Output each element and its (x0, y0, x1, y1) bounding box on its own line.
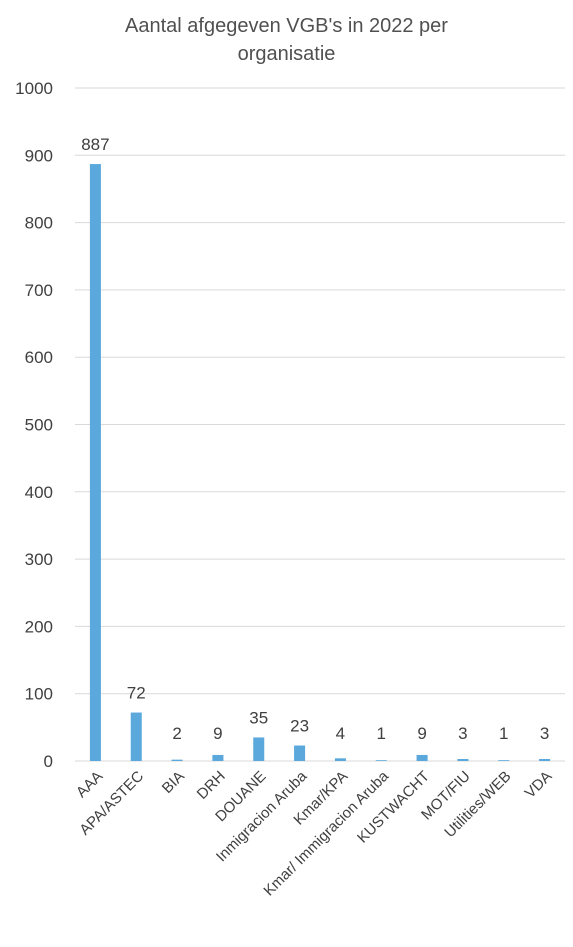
data-label-12: 3 (540, 724, 549, 743)
data-label-1: 887 (81, 135, 109, 154)
gridlines (75, 87, 565, 762)
bar-7 (334, 758, 346, 761)
data-label-10: 3 (458, 724, 467, 743)
data-label-6: 23 (290, 717, 309, 736)
bar-10 (457, 758, 469, 761)
bar-4 (212, 754, 224, 761)
data-label-7: 4 (336, 724, 345, 743)
category-label-12: VDA (522, 768, 556, 802)
y-axis-labels: 0 100 200 300 400 500 600 700 800 900 1000 (15, 79, 53, 771)
bars (89, 164, 551, 761)
bar-5 (253, 737, 265, 761)
category-label-4: DRH (194, 768, 229, 803)
bar-2 (130, 712, 142, 761)
y-tick-label-800: 800 (25, 214, 53, 233)
y-tick-label-300: 300 (25, 550, 53, 569)
chart-title: Aantal afgegeven VGB's in 2022 per organ… (0, 12, 573, 68)
data-labels: 887 72 2 9 35 23 4 1 9 3 1 3 (81, 135, 549, 743)
category-label-3: BIA (159, 768, 188, 797)
bar-11 (498, 760, 510, 761)
chart-title-line-2: organisatie (237, 43, 336, 65)
y-tick-label-400: 400 (25, 483, 53, 502)
chart-title-line-1: Aantal afgegeven VGB's in 2022 per (125, 15, 448, 37)
bar-1 (89, 164, 101, 761)
data-label-8: 1 (377, 724, 386, 743)
y-tick-label-900: 900 (25, 146, 53, 165)
y-tick-label-1000: 1000 (15, 79, 53, 98)
category-label-1: AAA (73, 768, 106, 801)
bar-6 (294, 745, 306, 761)
y-tick-label-600: 600 (25, 348, 53, 367)
data-label-5: 35 (249, 708, 268, 727)
y-tick-label-700: 700 (25, 281, 53, 300)
bar-9 (416, 754, 428, 761)
data-label-2: 72 (127, 684, 146, 703)
data-label-3: 2 (172, 724, 181, 743)
bar-3 (171, 759, 183, 761)
bar-12 (539, 758, 551, 761)
y-tick-label-0: 0 (44, 752, 53, 771)
data-label-9: 9 (417, 724, 426, 743)
data-label-11: 1 (499, 724, 508, 743)
data-label-4: 9 (213, 724, 222, 743)
bar-8 (375, 760, 387, 761)
y-tick-label-100: 100 (25, 685, 53, 704)
y-tick-label-500: 500 (25, 416, 53, 435)
y-tick-label-200: 200 (25, 617, 53, 636)
